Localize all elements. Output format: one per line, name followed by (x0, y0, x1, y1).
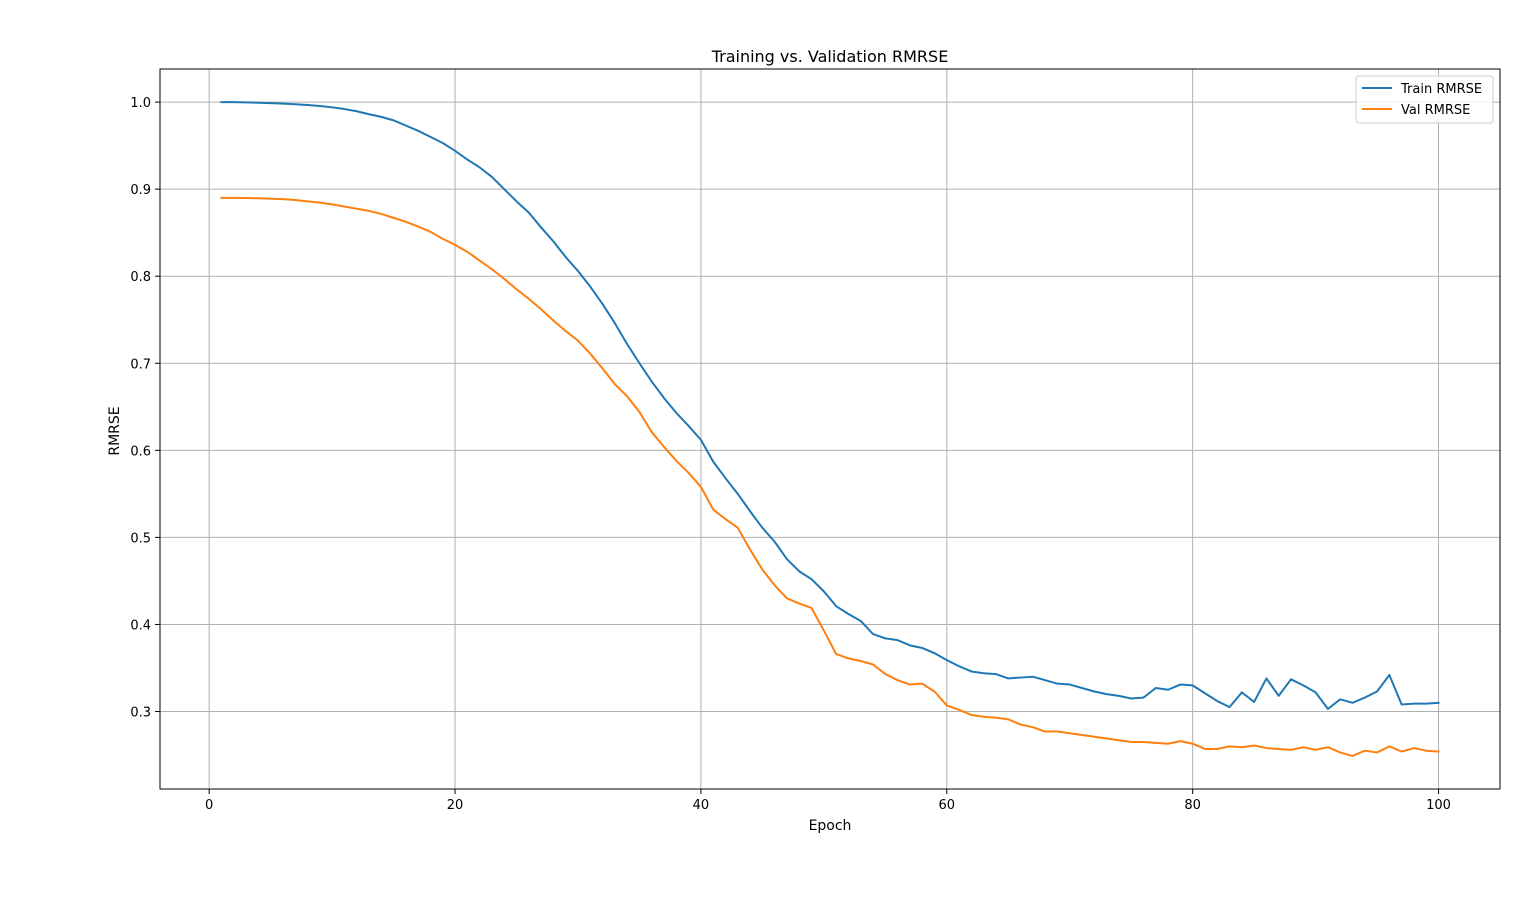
y-tick-label: 1.0 (130, 96, 151, 111)
y-tick-label: 0.4 (130, 618, 151, 633)
y-tick-label: 0.7 (130, 357, 151, 372)
x-tick-label: 100 (1426, 798, 1451, 813)
legend-label-val: Val RMRSE (1401, 103, 1470, 118)
x-tick-label: 40 (693, 798, 710, 813)
chart-title: Training vs. Validation RMRSE (711, 47, 949, 66)
x-tick-label: 0 (205, 798, 213, 813)
y-tick-label: 0.5 (130, 531, 151, 546)
x-axis-ticks: 0 20 40 60 80 100 (205, 789, 1451, 813)
x-axis-label: Epoch (809, 818, 852, 834)
x-tick-label: 20 (447, 798, 464, 813)
legend-label-train: Train RMRSE (1400, 82, 1482, 97)
y-tick-label: 0.8 (130, 270, 151, 285)
x-tick-label: 60 (939, 798, 956, 813)
y-tick-label: 0.3 (130, 706, 151, 721)
series-line-val (220, 196, 1440, 757)
legend: Train RMRSE Val RMRSE (1355, 75, 1494, 124)
series-line-train (220, 101, 1440, 710)
y-tick-label: 0.6 (130, 444, 151, 459)
series-lines (220, 101, 1440, 757)
y-axis-ticks: 0.3 0.4 0.5 0.6 0.7 0.8 0.9 1.0 (130, 96, 160, 721)
grid-lines (160, 69, 1500, 789)
y-axis-label: RMRSE (107, 406, 123, 455)
y-tick-label: 0.9 (130, 183, 151, 198)
x-tick-label: 80 (1184, 798, 1201, 813)
plot-area-frame (159, 68, 1501, 790)
